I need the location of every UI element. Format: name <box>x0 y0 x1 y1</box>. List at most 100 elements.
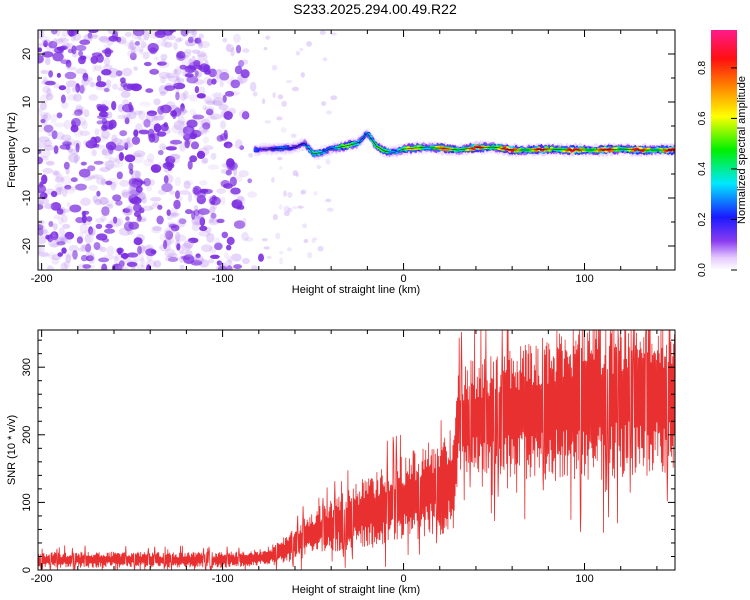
heatmap-cell <box>210 254 220 259</box>
heatmap-cell <box>278 148 283 151</box>
heatmap-cell <box>54 183 64 192</box>
heatmap-cell <box>96 190 101 197</box>
heatmap-cell <box>139 101 151 107</box>
heatmap-cell <box>166 182 172 189</box>
heatmap-cell <box>133 152 142 158</box>
heatmap-cell <box>133 129 139 137</box>
heatmap-cell <box>270 146 274 149</box>
heatmap-cell <box>103 254 115 260</box>
heatmap-cell <box>118 103 124 113</box>
heatmap-cell <box>80 161 87 166</box>
heatmap-cell <box>56 72 62 78</box>
heatmap-cell <box>39 111 49 117</box>
heatmap-x-tick-label: 100 <box>575 273 593 285</box>
heatmap-cell <box>271 64 278 71</box>
heatmap-cell <box>99 128 107 133</box>
heatmap-cell <box>121 67 133 77</box>
heatmap-cell <box>184 49 192 54</box>
heatmap-cell <box>119 130 128 137</box>
colorbar-label: Normalized spectral amplitude <box>736 76 748 224</box>
heatmap-cell <box>157 189 167 195</box>
heatmap-cell <box>58 235 68 244</box>
heatmap-cell <box>216 260 223 266</box>
heatmap-cell <box>418 148 422 151</box>
heatmap-cell <box>209 205 216 215</box>
heatmap-cell <box>220 196 226 205</box>
heatmap-cell <box>272 92 276 98</box>
heatmap-cell <box>226 265 233 270</box>
heatmap-cell <box>174 234 187 242</box>
heatmap-cell <box>42 167 54 174</box>
heatmap-cell <box>124 31 132 38</box>
heatmap-cell <box>64 184 72 190</box>
heatmap-cell <box>156 40 163 47</box>
heatmap-cell <box>230 187 241 195</box>
heatmap-cell <box>66 186 79 191</box>
heatmap-cell <box>240 69 250 79</box>
heatmap-cell <box>192 114 205 120</box>
heatmap-cell <box>38 197 49 205</box>
heatmap-cell <box>46 265 54 270</box>
colorbar-tick-label: 0.4 <box>697 162 708 176</box>
heatmap-cell <box>250 81 257 92</box>
heatmap-cell <box>196 150 206 159</box>
heatmap-cell <box>207 164 220 170</box>
heatmap-cell <box>68 245 79 253</box>
heatmap-cell <box>263 47 268 51</box>
heatmap-cell <box>233 167 238 177</box>
heatmap-cell <box>140 41 147 48</box>
heatmap-cell <box>39 228 49 238</box>
heatmap-cell <box>64 71 77 80</box>
heatmap-cell <box>94 198 102 206</box>
heatmap-cell <box>103 87 110 93</box>
heatmap-cell <box>186 119 198 128</box>
heatmap-cell <box>115 264 124 270</box>
heatmap-cell <box>127 50 138 58</box>
heatmap-cell <box>185 41 195 47</box>
heatmap-cell <box>296 173 300 178</box>
heatmap-cell <box>160 53 168 61</box>
heatmap-cell <box>187 36 194 44</box>
heatmap-cell <box>277 156 283 161</box>
heatmap-cell <box>283 210 290 217</box>
heatmap-cell <box>175 190 180 199</box>
heatmap-cell <box>219 133 228 141</box>
heatmap-cell <box>151 116 158 121</box>
heatmap-cell <box>441 148 445 151</box>
heatmap-cell <box>190 260 203 266</box>
heatmap-cell <box>75 44 87 52</box>
heatmap-cell <box>226 236 235 246</box>
heatmap-cell <box>196 51 207 58</box>
heatmap-cell <box>48 221 54 227</box>
heatmap-cell <box>52 223 58 231</box>
heatmap-cell <box>83 229 96 236</box>
heatmap-cell <box>50 235 59 241</box>
heatmap-cell <box>95 81 107 88</box>
heatmap-cell <box>227 255 232 264</box>
heatmap-cell <box>71 86 79 93</box>
heatmap-cell <box>313 191 318 196</box>
heatmap-cell <box>198 125 209 133</box>
heatmap-cell <box>87 165 96 172</box>
heatmap-cell <box>133 66 138 71</box>
heatmap-cell <box>48 41 58 49</box>
heatmap-y-tick-label: 10 <box>21 96 33 108</box>
heatmap-cell <box>218 104 229 111</box>
heatmap-cell <box>197 131 204 136</box>
snr-x-tick-label: 100 <box>575 573 593 585</box>
heatmap-cell <box>44 139 52 147</box>
heatmap-cell <box>72 250 78 260</box>
heatmap-cell <box>147 42 159 53</box>
heatmap-x-tick-label: 0 <box>400 273 406 285</box>
heatmap-cell <box>204 106 215 112</box>
heatmap-cell <box>233 33 241 44</box>
heatmap-cell <box>106 111 113 119</box>
heatmap-cell <box>190 141 200 150</box>
heatmap-cell <box>152 67 157 73</box>
heatmap-cell <box>285 79 293 84</box>
heatmap-cell <box>104 154 112 160</box>
heatmap-cell <box>117 114 127 120</box>
heatmap-cell <box>187 160 193 170</box>
heatmap-cell <box>199 180 208 186</box>
